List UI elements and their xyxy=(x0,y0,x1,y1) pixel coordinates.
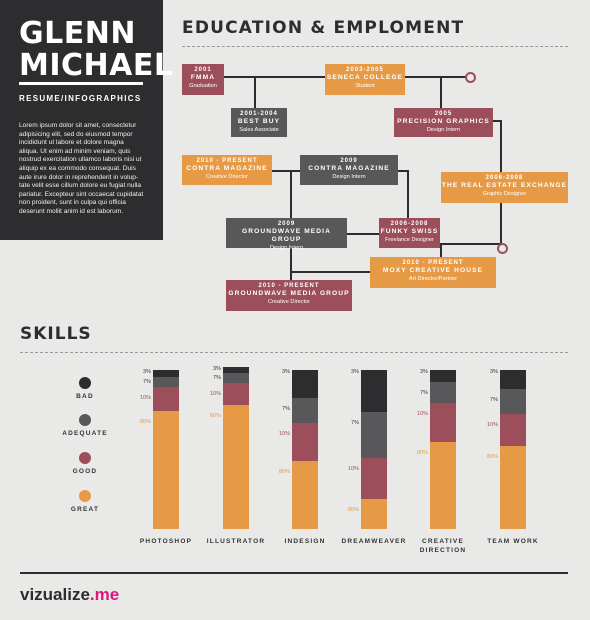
bar-segment xyxy=(292,423,318,461)
bar-category-label: CREATIVE DIRECTION xyxy=(419,538,467,554)
bar-data-label: 3% xyxy=(490,369,498,375)
brand-logo: vizualize.me xyxy=(20,585,120,604)
bar-category-label: INDESIGN xyxy=(284,538,326,545)
timeline-entry: 2005 PRECISION GRAPHICS Design Intern xyxy=(394,108,493,137)
legend-label-good: GOOD xyxy=(72,468,98,475)
timeline-entry: 2009 CONTRA MAGAZINE Design Intern xyxy=(300,155,398,185)
legend-swatch-bad xyxy=(79,377,91,389)
bar-segment xyxy=(292,461,318,529)
bar-data-label: 7% xyxy=(490,397,498,403)
legend-swatch-great xyxy=(79,490,91,502)
bar-segment xyxy=(223,367,249,373)
bio-text: Lorem ipsum dolor sit amet, consectetur … xyxy=(19,122,144,215)
bar-segment xyxy=(292,398,318,423)
last-name: MICHAEL xyxy=(19,48,174,83)
timeline-entry: 2010 - PRESENT CONTRA MAGAZINE Creative … xyxy=(182,155,272,185)
bar-data-label: 10% xyxy=(486,422,498,428)
timeline-entry: 2001 FMMA Graduation xyxy=(182,64,224,95)
bar-data-label: 80% xyxy=(416,450,428,456)
bar-segment xyxy=(361,370,387,412)
bar-segment xyxy=(223,383,249,405)
skills-title: SKILLS xyxy=(20,324,92,344)
bar-data-label: 3% xyxy=(282,369,290,375)
bar-data-label: 3% xyxy=(143,369,151,375)
timeline-entry: 2010 - PRESENT MOXY CREATIVE HOUSE Art D… xyxy=(370,257,496,288)
bar-data-label: 7% xyxy=(351,420,359,426)
bar-segment xyxy=(361,499,387,529)
bar-segment xyxy=(153,387,179,411)
bar-segment xyxy=(500,446,526,529)
education-divider xyxy=(182,46,568,47)
bar-segment xyxy=(153,370,179,377)
legend-label-bad: BAD xyxy=(76,393,94,400)
bar-segment xyxy=(430,370,456,382)
bar-data-label: 3% xyxy=(351,369,359,375)
legend-label-adequate: ADEQUATE xyxy=(62,430,108,437)
timeline-entry: 2010 - PRESENT GROUNDWAVE MEDIA GROUP Cr… xyxy=(226,280,352,311)
bar-segment xyxy=(500,389,526,414)
bar-data-label: 7% xyxy=(213,375,221,381)
first-name: GLENN xyxy=(19,16,136,51)
timeline-end-marker xyxy=(497,243,508,254)
legend-swatch-good xyxy=(79,452,91,464)
bar-data-label: 7% xyxy=(143,379,151,385)
bar-segment xyxy=(223,405,249,529)
legend-label-great: GREAT xyxy=(70,506,100,513)
bar-category-label: DREAMWEAVER xyxy=(341,538,407,545)
bar-data-label: 10% xyxy=(209,391,221,397)
bar-segment xyxy=(500,414,526,446)
bar-data-label: 10% xyxy=(347,466,359,472)
bar-data-label: 80% xyxy=(139,419,151,425)
bar-data-label: 7% xyxy=(420,389,428,396)
person-name: GLENN MICHAEL xyxy=(19,18,173,82)
bar-data-label: 80% xyxy=(278,469,290,475)
bar-segment xyxy=(430,382,456,403)
bar-segment xyxy=(361,458,387,499)
bar-segment xyxy=(500,370,526,389)
footer-divider xyxy=(20,572,568,574)
timeline-entry: 2003-2005 SENECA COLLEGE Student xyxy=(325,64,405,95)
bar-data-label: 10% xyxy=(416,411,428,417)
bar-data-label: 80% xyxy=(486,454,498,460)
skills-divider xyxy=(20,352,568,353)
timeline-entry: 2001-2004 BEST BUY Sales Associate xyxy=(231,108,287,137)
bar-data-label: 80% xyxy=(347,507,359,513)
profile-panel xyxy=(0,0,163,240)
bar-data-label: 3% xyxy=(420,369,428,375)
timeline-end-marker xyxy=(465,72,476,83)
bar-category-label: TEAM WORK xyxy=(487,538,539,545)
bar-data-label: 10% xyxy=(139,395,151,401)
timeline-entry: 2006-2008 THE REAL ESTATE EXCHANGE Graph… xyxy=(441,172,568,203)
bar-segment xyxy=(361,412,387,458)
bar-segment xyxy=(153,411,179,529)
bar-category-label: PHOTOSHOP xyxy=(139,538,193,545)
bar-segment xyxy=(223,373,249,383)
bar-segment xyxy=(292,370,318,398)
resume-subtitle: RESUME/INFOGRAPHICS xyxy=(19,94,142,103)
bar-category-label: ILLUSTRATOR xyxy=(206,538,266,545)
timeline-entry: 2009 GROUNDWAVE MEDIA GROUP Design Inter… xyxy=(226,218,347,251)
timeline-entry: 2006-2008 FUNKY SWISS Freelance Designer xyxy=(379,218,440,248)
name-divider xyxy=(19,82,143,85)
bar-segment xyxy=(153,377,179,387)
bar-segment xyxy=(430,403,456,442)
bar-segment xyxy=(430,442,456,529)
education-title: EDUCATION & EMPLOMENT xyxy=(182,18,465,38)
bar-data-label: 10% xyxy=(278,431,290,437)
bar-data-label: 80% xyxy=(209,413,221,419)
legend-swatch-adequate xyxy=(79,414,91,426)
bar-data-label: 7% xyxy=(282,406,290,412)
bar-data-label: 3% xyxy=(213,366,221,372)
